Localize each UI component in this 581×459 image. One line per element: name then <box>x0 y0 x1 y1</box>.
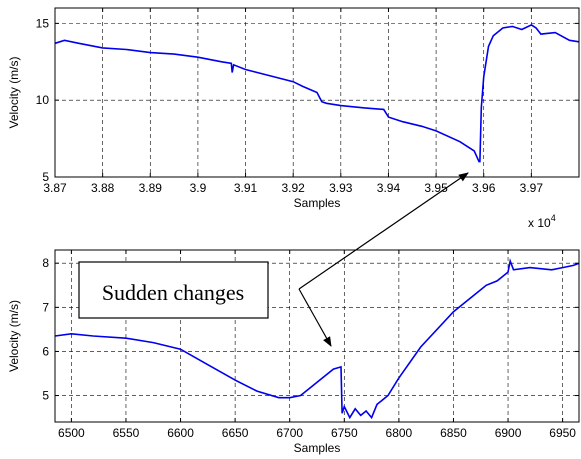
bottom-x-tick-label: 6600 <box>167 426 194 440</box>
top-x-tick-label: 3.92 <box>282 181 306 195</box>
top-x-tick-label: 3.9 <box>190 181 207 195</box>
top-x-tick-label: 3.96 <box>472 181 496 195</box>
top-x-tick-label: 3.95 <box>424 181 448 195</box>
arrow-to-bottom-plot <box>298 288 332 347</box>
bottom-y-tick-label: 7 <box>42 300 49 314</box>
bottom-ticks: 6500 6550 6600 6650 6700 6750 6800 6850 6900 6950… <box>42 250 579 440</box>
top-x-tick-label: 3.87 <box>43 181 67 195</box>
bottom-y-tick-label: 5 <box>42 389 49 403</box>
bottom-y-axis-label: Velocity (m/s) <box>7 300 21 372</box>
top-x-tick-label: 3.97 <box>520 181 544 195</box>
bottom-y-tick-label: 8 <box>42 256 49 270</box>
bottom-x-axis-label: Samples <box>294 441 341 455</box>
top-velocity-line <box>54 23 580 163</box>
annotation-box <box>78 261 269 319</box>
bottom-x-tick-label: 6850 <box>440 426 467 440</box>
top-x-tick-label: 3.88 <box>91 181 115 195</box>
bottom-subplot: 6500 6550 6600 6650 6700 6750 6800 6850 6900 6950… <box>7 249 580 455</box>
bottom-x-tick-label: 6800 <box>386 426 413 440</box>
bottom-axes-frame <box>54 249 580 423</box>
top-x-multiplier: x 104 <box>528 213 556 230</box>
top-axes-frame <box>54 7 580 178</box>
bottom-velocity-line <box>54 258 580 420</box>
bottom-x-tick-label: 6500 <box>58 426 85 440</box>
top-x-tick-label: 3.93 <box>329 181 353 195</box>
arrow-to-top-plot <box>298 172 469 290</box>
bottom-y-tick-label: 6 <box>42 344 49 358</box>
sudden-changes-annotation: Sudden changes <box>78 172 469 347</box>
top-y-axis-label: Velocity (m/s) <box>7 56 21 128</box>
bottom-x-tick-label: 6650 <box>222 426 249 440</box>
top-x-multiplier-exponent: 4 <box>551 213 556 223</box>
bottom-x-tick-label: 6700 <box>276 426 303 440</box>
top-y-tick-label: 10 <box>36 93 50 107</box>
top-x-tick-label: 3.91 <box>234 181 258 195</box>
top-x-axis-label: Samples <box>294 196 341 210</box>
top-ticks: 3.87 3.88 3.89 3.9 3.91 3.92 3.93 3.94 3.95 3.96 3… <box>36 8 579 195</box>
annotation-text: Sudden changes <box>102 280 244 305</box>
top-y-tick-label: 15 <box>36 16 50 30</box>
bottom-x-tick-label: 6950 <box>549 426 576 440</box>
top-x-tick-label: 3.94 <box>377 181 401 195</box>
bottom-x-tick-label: 6550 <box>113 426 140 440</box>
top-x-multiplier-base: x 10 <box>528 216 551 230</box>
bottom-x-tick-label: 6900 <box>495 426 522 440</box>
top-subplot: 3.87 3.88 3.89 3.9 3.91 3.92 3.93 3.94 3.95 3.96 3… <box>7 7 580 230</box>
top-x-tick-label: 3.89 <box>139 181 163 195</box>
top-y-tick-label: 5 <box>42 170 49 184</box>
bottom-x-tick-label: 6750 <box>331 426 358 440</box>
